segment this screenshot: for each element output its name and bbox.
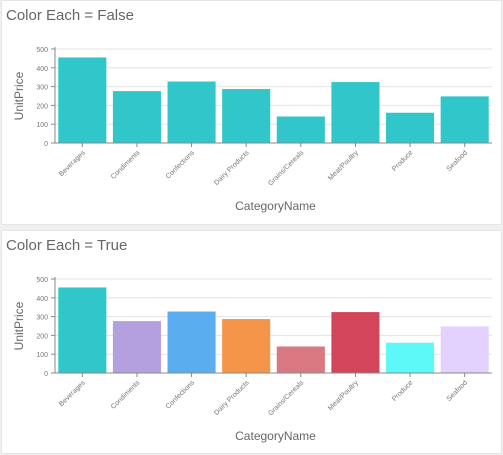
y-tick-label: 400 (36, 296, 48, 303)
x-tick-label: Dairy Products (213, 379, 251, 417)
bar-meat-poultry (331, 82, 380, 143)
x-tick-label: Condiments (110, 149, 142, 181)
bar-dairy-products (222, 89, 271, 143)
chart-title: Color Each = True (6, 237, 128, 254)
x-tick-label: Grains/Cereals (267, 149, 305, 187)
x-tick-label: Beverages (58, 149, 87, 178)
y-tick-label: 100 (36, 352, 48, 359)
bar-confections (167, 81, 216, 143)
chart-panel-color-each-true: Color Each = True 0 100 200 300 400 500 Bevera… (1, 230, 502, 454)
x-axis-title: CategoryName (235, 199, 316, 213)
x-tick-label: Dairy Products (213, 149, 251, 187)
y-tick-label: 500 (36, 47, 48, 54)
x-tick-label: Grains/Cereals (267, 379, 305, 417)
y-tick-label: 100 (36, 122, 48, 129)
bar-chart: 0 100 200 300 400 500 Beverages Condiments Confe… (12, 47, 492, 213)
x-tick-label: Meat/Poultry (327, 379, 360, 412)
x-tick-label: Produce (391, 379, 414, 402)
x-tick-label: Seafood (446, 379, 469, 402)
bar-meat-poultry (331, 312, 380, 373)
x-tick-label: Produce (391, 149, 414, 172)
x-tick-label: Beverages (58, 379, 87, 408)
y-tick-label: 0 (44, 141, 48, 148)
y-tick-label: 300 (36, 315, 48, 322)
bar-condiments (112, 321, 161, 373)
chart-panel-color-each-false: Color Each = False 0 100 200 300 400 500 Bever… (1, 0, 502, 225)
bar-beverages (58, 287, 107, 373)
bar-dairy-products (222, 319, 271, 373)
chart-title: Color Each = False (6, 7, 134, 24)
x-tick-label: Confections (165, 379, 196, 410)
y-tick-label: 300 (36, 85, 48, 92)
bar-beverages (58, 57, 107, 143)
x-axis-title: CategoryName (235, 429, 316, 443)
x-tick-label: Seafood (446, 149, 469, 172)
y-axis-title: UnitPrice (12, 71, 26, 120)
x-tick-label: Meat/Poultry (327, 149, 360, 182)
y-tick-label: 400 (36, 66, 48, 73)
bar-seafood (440, 326, 489, 373)
y-tick-label: 200 (36, 333, 48, 340)
bar-produce (386, 112, 435, 143)
x-tick-label: Condiments (110, 379, 142, 411)
y-axis-title: UnitPrice (12, 301, 26, 350)
bar-chart: 0 100 200 300 400 500 Beverages Condiments Confe… (12, 277, 492, 443)
bar-grains-cereals (276, 116, 325, 143)
y-tick-label: 200 (36, 103, 48, 110)
bar-condiments (112, 91, 161, 143)
y-tick-label: 500 (36, 277, 48, 284)
y-tick-label: 0 (44, 371, 48, 378)
x-tick-label: Confections (165, 149, 196, 180)
bar-confections (167, 311, 216, 373)
bar-produce (386, 342, 435, 373)
bar-seafood (440, 96, 489, 143)
bar-grains-cereals (276, 346, 325, 373)
